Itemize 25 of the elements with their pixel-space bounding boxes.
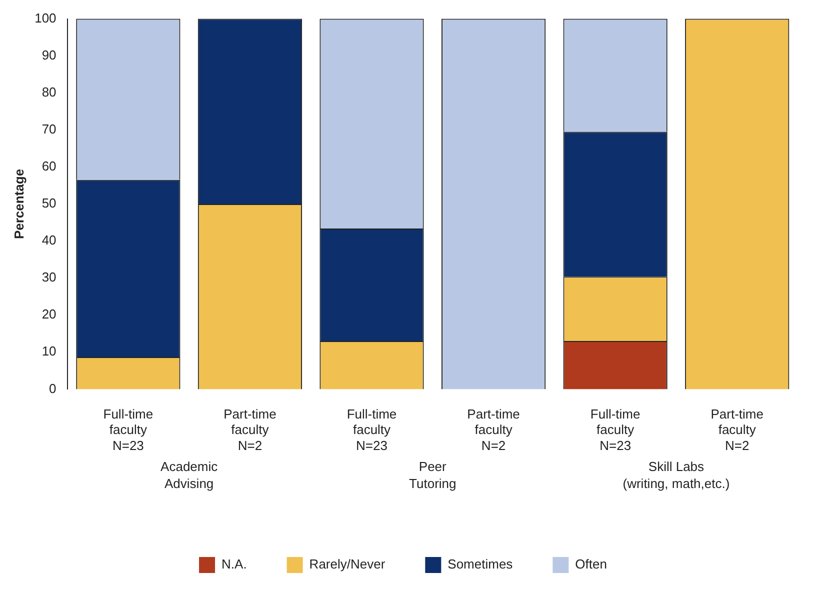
- x-tick-label: Part-time faculty N=2: [224, 406, 276, 453]
- legend-label: Sometimes: [448, 556, 514, 572]
- x-tick-label: Full-time faculty N=23: [590, 406, 640, 453]
- y-tick-label: 0: [49, 380, 56, 396]
- y-tick-label: 50: [42, 196, 56, 211]
- text: Peer Tutoring: [409, 458, 456, 491]
- y-tick-label: 60: [42, 158, 56, 174]
- legend-label: Rarely/Never: [309, 556, 386, 572]
- text: Academic Advising: [160, 458, 218, 491]
- y-axis-title: Percentage: [11, 168, 26, 240]
- x-tick-label: Full-time faculty N=23: [346, 406, 397, 453]
- legend-label: N.A.: [222, 556, 247, 572]
- y-tick-label: 100: [34, 10, 56, 26]
- y-tick-label: 90: [42, 47, 56, 62]
- y-tick-label: 10: [42, 344, 56, 359]
- y-tick-label: 40: [42, 232, 56, 248]
- text: Skill Labs (writing, math,etc.): [622, 458, 730, 491]
- y-tick-label: 80: [42, 84, 56, 100]
- y-tick-label: 30: [42, 270, 56, 285]
- y-tick-label: 20: [42, 306, 56, 322]
- x-tick-label: Full-time faculty N=23: [103, 406, 154, 453]
- x-tick-label: Part-time faculty N=2: [467, 406, 520, 453]
- y-tick-label: 70: [42, 122, 56, 136]
- legend-label: Often: [575, 556, 607, 572]
- x-tick-label: Part-time faculty N=2: [710, 406, 764, 453]
